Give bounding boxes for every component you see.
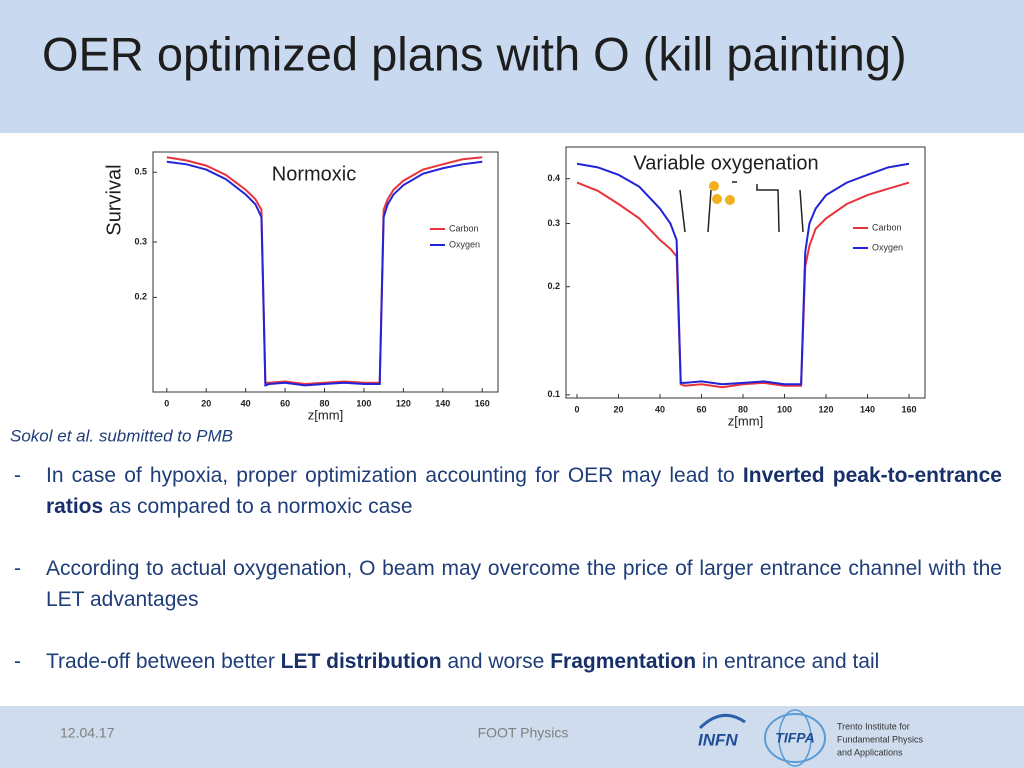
x-axis-label: z[mm] [308, 407, 343, 422]
legend-label: Carbon [872, 222, 902, 232]
oxygenation-markers [679, 181, 804, 233]
x-tick-label: 160 [475, 398, 490, 408]
text-run: as compared to a normoxic case [103, 495, 413, 518]
plot-image-bg [540, 140, 935, 430]
bullet-text: According to actual oxygenation, O beam … [46, 553, 1002, 615]
data-line [576, 162, 910, 386]
bold-run: Fragmentation [550, 650, 697, 673]
data-line [576, 181, 910, 389]
x-tick-label: 100 [777, 404, 792, 414]
x-tick-label: 120 [819, 404, 834, 414]
data-line [166, 160, 483, 387]
annotation: Normoxic [272, 163, 356, 185]
institute-line: Trento Institute for [837, 721, 910, 731]
x-tick-label: 80 [320, 398, 330, 408]
y-axis-label: Survival [103, 164, 125, 235]
y-tick-label: 0.1 [547, 389, 560, 399]
bullet-list: - In case of hypoxia, proper optimization… [14, 460, 1002, 708]
plot-frame [565, 146, 926, 399]
text-run: In case of hypoxia, proper optimization … [46, 464, 743, 487]
footer-date: 12.04.17 [60, 725, 115, 741]
y-tick-label: 0.4 [547, 173, 560, 183]
y-tick-label: 0.3 [547, 218, 560, 228]
x-tick-label: 40 [655, 404, 665, 414]
y-tick-label: 0.5 [134, 167, 147, 177]
x-tick-label: 140 [435, 398, 450, 408]
x-tick-label: 60 [696, 404, 706, 414]
institute-line: Fundamental Physics [837, 734, 924, 744]
logo-infn: INFN [698, 730, 738, 749]
institute-line: and Applications [837, 747, 903, 757]
x-tick-label: 80 [738, 404, 748, 414]
legend-label: Oxygen [449, 239, 480, 249]
bullet-dash: - [14, 650, 21, 673]
text-run: Trade-off between better [46, 650, 281, 673]
annotation: Variable oxygenation [633, 152, 818, 174]
bold-run: Inverted peak-to-entrance ratios [46, 464, 1002, 518]
x-tick-label: 0 [164, 398, 169, 408]
y-tick-label: 0.2 [547, 281, 560, 291]
x-tick-label: 140 [860, 404, 875, 414]
plot-frame [152, 151, 499, 393]
bullet-dash: - [14, 557, 21, 580]
x-tick-label: 0 [574, 404, 579, 414]
bullet: - Trade-off between better LET distributi… [14, 646, 1002, 677]
logo-tifpa: TIFPA [775, 730, 814, 746]
slide-title: OER optimized plans with O (kill paintin… [42, 27, 907, 80]
tifpa-orbit [764, 713, 826, 763]
x-tick-label: 160 [902, 404, 917, 414]
bullet-text: Trade-off between better LET distributio… [46, 646, 1002, 677]
infn-arc [698, 713, 746, 730]
bullet: - In case of hypoxia, proper optimization… [14, 460, 1002, 522]
text-run: in entrance and tail [696, 650, 880, 673]
bullet-text: In case of hypoxia, proper optimization … [46, 460, 1002, 522]
legend-label: Carbon [449, 223, 479, 233]
tifpa-orbit [778, 709, 812, 767]
text-run: According to actual oxygenation, O beam … [46, 557, 1002, 611]
bullet: - According to actual oxygenation, O beam… [14, 553, 1002, 615]
x-tick-label: 20 [613, 404, 623, 414]
plot-image-bg [136, 148, 502, 428]
header-band [0, 0, 1024, 133]
x-tick-label: 100 [356, 398, 371, 408]
bold-run: LET distribution [280, 650, 442, 673]
x-axis-label: z[mm] [728, 413, 763, 428]
x-tick-label: 60 [280, 398, 290, 408]
y-tick-label: 0.2 [134, 292, 147, 302]
legend-label: Oxygen [872, 242, 903, 252]
footer-center: FOOT Physics [478, 725, 569, 741]
citation: Sokol et al. submitted to PMB [10, 426, 233, 445]
bullet-dash: - [14, 464, 21, 487]
data-line [166, 156, 483, 386]
footer-band [0, 706, 1024, 768]
x-tick-label: 40 [241, 398, 251, 408]
y-tick-label: 0.3 [134, 236, 147, 246]
text-run: and worse [441, 650, 551, 673]
x-tick-label: 120 [396, 398, 411, 408]
x-tick-label: 20 [201, 398, 211, 408]
